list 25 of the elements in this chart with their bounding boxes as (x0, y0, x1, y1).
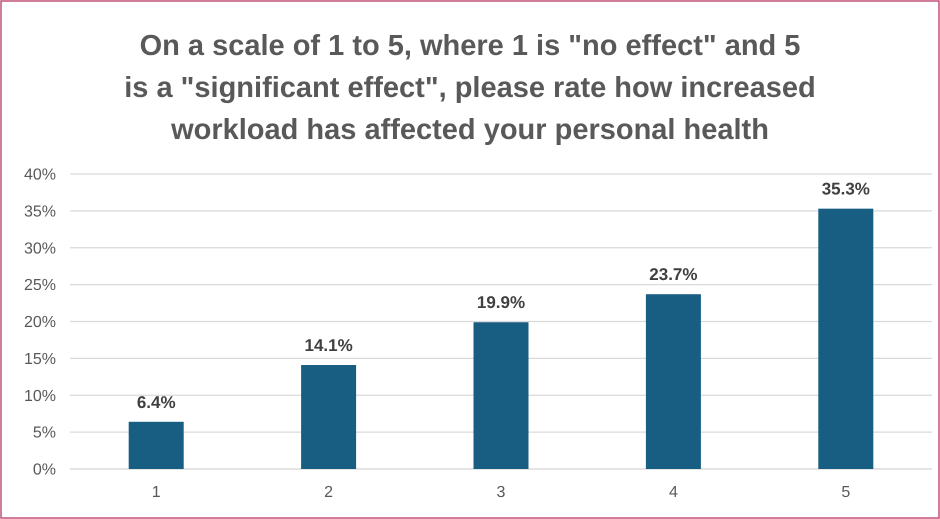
bar (646, 294, 701, 469)
y-tick-label: 15% (24, 350, 56, 368)
x-tick-label: 5 (841, 484, 850, 501)
y-tick-label: 35% (24, 203, 56, 220)
y-tick-label: 0% (32, 462, 56, 479)
bar (128, 422, 184, 469)
data-label: 14.1% (304, 336, 353, 356)
x-tick-label: 4 (668, 484, 678, 501)
x-tick-label: 1 (152, 484, 161, 501)
data-label: 6.4% (136, 392, 176, 412)
y-tick-label: 25% (24, 277, 56, 294)
data-label: 19.9% (476, 293, 526, 312)
bar (301, 365, 356, 469)
bar (474, 322, 528, 469)
bar (818, 208, 874, 469)
x-tick-label: 2 (324, 484, 334, 501)
y-tick-label: 20% (24, 314, 56, 332)
x-tick-label: 3 (496, 484, 506, 501)
data-label: 35.3% (822, 180, 870, 199)
data-label: 23.7% (649, 265, 698, 284)
chart-title: On a scale of 1 to 5, where 1 is "no effect" and 5 is a "significant effect", please rate how increased workload has affected your personal health (124, 30, 816, 146)
y-tick-label: 5% (32, 424, 56, 442)
y-tick-label: 40% (24, 166, 56, 184)
y-tick-label: 10% (24, 388, 56, 405)
y-tick-label: 30% (24, 240, 56, 258)
